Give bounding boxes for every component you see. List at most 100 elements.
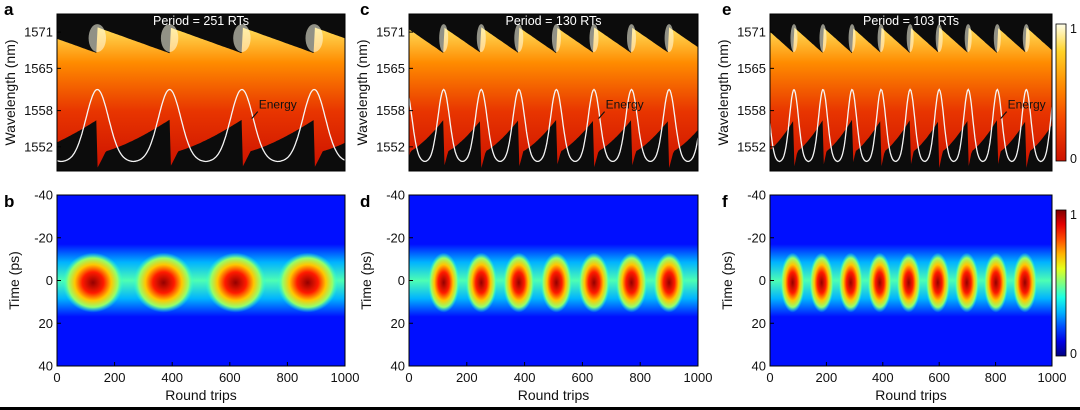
pulse-3 [503,252,535,313]
panel-a: Period = 251 RTs Energy 1571 1565 1558 1552 Wa… [2,0,346,172]
y-tick-label: -40 [386,188,405,203]
x-axis-label: Round trips [165,387,237,403]
x-tick-label: 1000 [1038,370,1067,385]
energy-trace [770,88,1052,163]
x-tick-label: 200 [104,370,126,385]
y-tick-label: 1565 [376,61,405,76]
y-tick-label: 1565 [737,61,766,76]
spectral-crest-4 [305,24,323,53]
axes-frame [408,13,699,172]
y-tick-label: 40 [752,359,766,374]
y-tick-label: 20 [391,316,405,331]
panel-letter-d: d [360,192,370,211]
spectral-crest-1 [790,24,798,53]
y-tick-label: 1571 [737,25,766,40]
plot-area-c [409,14,698,171]
y-tick-label: 1558 [24,103,53,118]
panel-b: 0 200 400 600 800 1000 Round trips -40 -20 0 20 40 T… [4,188,359,404]
y-tick-label: 1565 [24,61,53,76]
pulse-7 [653,252,685,313]
y-axis-label: Time (ps) [358,251,374,310]
y-tick-label: 0 [759,273,766,288]
x-tick-label: 0 [405,370,412,385]
x-tick-label: 400 [872,370,894,385]
y-axis-label: Time (ps) [719,251,735,310]
spectral-crest-6 [935,24,943,53]
x-tick-label: 0 [766,370,773,385]
y-tick-label: -20 [747,230,766,245]
x-tick-label: 200 [456,370,478,385]
spectral-crest-4 [551,24,561,53]
y-tick-label: 1558 [376,103,405,118]
y-axis-label: Wavelength (nm) [2,39,18,145]
energy-arrow [1000,111,1008,120]
y-tick-label: 0 [46,273,53,288]
panel-d: 0 200 400 600 800 1000 Round trips -40 -20 0 20 40 T… [358,188,712,404]
energy-label: Energy [606,98,644,112]
spectral-crest-4 [877,24,885,53]
panel-c: Period = 130 RTs Energy 1571 1565 1558 1552 Wa… [354,0,699,172]
colorbar-gradient [1055,209,1067,357]
colorbar-max-label: 1 [1070,22,1077,36]
y-axis-label: Wavelength (nm) [715,39,731,145]
axes-frame [769,13,1053,172]
plot-area-b [57,195,345,366]
x-tick-label: 800 [985,370,1007,385]
y-tick-label: -20 [386,230,405,245]
pulse-9 [1012,252,1038,313]
pulse-2 [465,252,498,313]
y-tick-label: 1552 [376,139,405,154]
pulse-3 [205,252,266,313]
x-tick-label: 400 [514,370,536,385]
spectral-crest-1 [88,24,107,53]
plot-area-f [770,195,1052,366]
energy-trace [57,88,345,163]
colorbar-gradient [1055,23,1067,162]
y-tick-label: 40 [391,359,405,374]
panel-title: Period = 103 RTs [863,14,959,28]
panel-letter-c: c [360,0,369,19]
pulse-8 [983,252,1009,313]
x-tick-label: 600 [928,370,950,385]
spectral-crest-9 [1022,24,1030,53]
spectral-band [57,27,345,168]
x-tick-label: 800 [629,370,651,385]
y-axis-label: Wavelength (nm) [354,39,370,145]
spectral-crest-5 [589,24,599,53]
pulse-2 [133,252,195,313]
y-tick-label: 1552 [24,139,53,154]
x-tick-label: 0 [53,370,60,385]
x-tick-label: 600 [219,370,241,385]
pulse-4 [867,252,892,313]
y-tick-label: 20 [39,316,53,331]
spectral-crest-7 [964,24,972,53]
panels: Period = 251 RTs Energy 1571 1565 1558 1552 Wa… [2,0,1066,403]
x-tick-label: 200 [816,370,838,385]
x-tick-label: 400 [161,370,183,385]
panel-e: Period = 103 RTs Energy 1571 1565 1558 1552 Wa… [715,0,1053,172]
spectral-crest-3 [848,24,856,53]
pulse-4 [277,252,338,313]
y-tick-label: 1552 [737,139,766,154]
energy-trace [409,88,698,163]
y-axis-label: Time (ps) [6,251,22,310]
colorbar-max-label: 1 [1070,208,1077,222]
pulse-7 [954,252,979,313]
pulse-1 [62,252,124,313]
pulse-6 [615,252,648,313]
panel-f: 0 200 400 600 800 1000 Round trips -40 -20 0 20 40 T… [719,188,1066,404]
energy-label: Energy [1008,98,1046,112]
y-tick-label: -20 [34,230,53,245]
axes-frame [56,13,346,172]
spectral-band [770,27,1052,168]
x-tick-label: 800 [277,370,299,385]
panel-letter-b: b [4,192,14,211]
y-tick-label: -40 [747,188,766,203]
spectral-crest-2 [160,24,179,53]
pulse-4 [540,252,573,313]
spectral-crest-2 [476,24,486,53]
y-tick-label: 40 [39,359,53,374]
temporal-colorbar: 10 [1055,208,1077,361]
